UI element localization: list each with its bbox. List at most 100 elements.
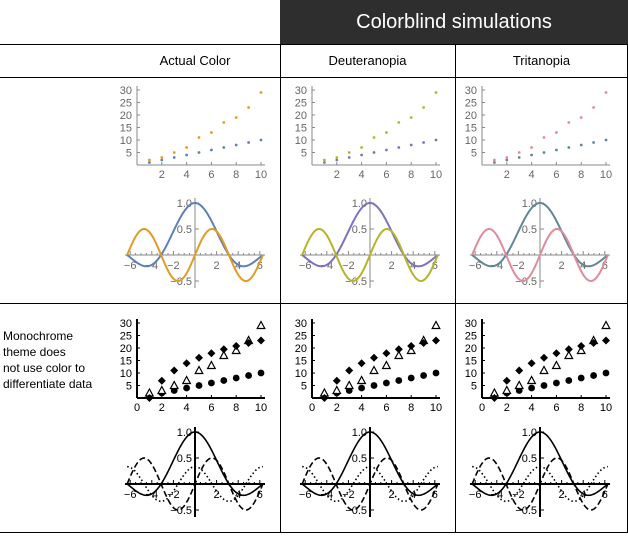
x-tick-label: 6 — [257, 260, 263, 272]
data-point — [222, 146, 226, 149]
y-tick-label: 10 — [295, 135, 307, 147]
data-point-triangle — [501, 385, 512, 395]
x-tick-label: −2 — [512, 260, 525, 272]
data-point — [210, 131, 213, 134]
data-point — [493, 158, 496, 162]
data-point-circle — [528, 384, 535, 392]
data-point-triangle — [331, 385, 342, 395]
y-tick-label: 10 — [465, 368, 477, 380]
data-point-triangle — [181, 375, 192, 385]
data-point — [592, 106, 595, 109]
data-point — [335, 158, 339, 162]
x-tick-label: 4 — [235, 260, 241, 272]
data-point-diamond — [195, 353, 203, 362]
y-tick-label: 15 — [465, 356, 477, 368]
column-header-actual-color: Actual Color — [159, 53, 231, 68]
data-point — [234, 143, 238, 147]
y-tick-label: 15 — [295, 123, 307, 135]
x-tick-label: 4 — [359, 402, 365, 414]
y-tick-label: 25 — [295, 331, 307, 343]
data-point — [372, 136, 376, 139]
data-point — [347, 156, 351, 159]
data-point — [185, 153, 188, 157]
data-point — [555, 148, 558, 152]
x-tick-label: 6 — [208, 169, 214, 181]
data-point — [360, 153, 363, 157]
data-point-circle — [208, 379, 215, 387]
data-point-circle — [420, 372, 427, 379]
y-tick-label: 10 — [465, 135, 477, 147]
y-tick-label: 0.5 — [352, 453, 367, 465]
x-tick-label: −6 — [469, 489, 482, 501]
x-tick-label: 6 — [432, 489, 438, 501]
y-tick-label: 5 — [301, 381, 307, 393]
data-point-diamond — [157, 376, 166, 385]
y-tick-label: 10 — [120, 135, 132, 147]
data-point-diamond — [490, 394, 499, 402]
x-tick-label: −2 — [167, 260, 180, 272]
data-point-diamond — [502, 376, 511, 385]
data-point — [185, 146, 188, 149]
x-tick-label: 8 — [408, 402, 414, 414]
data-point — [385, 131, 388, 134]
x-tick-label: 6 — [553, 402, 559, 414]
x-tick-label: 0 — [479, 402, 485, 414]
x-tick-label: 2 — [389, 489, 395, 501]
y-tick-label: 1.0 — [177, 427, 192, 439]
y-tick-label: −0.5 — [345, 505, 367, 517]
data-point — [555, 131, 558, 134]
x-tick-label: 6 — [208, 402, 214, 414]
y-tick-label: 30 — [295, 318, 307, 330]
data-point — [197, 151, 201, 154]
data-point — [172, 156, 176, 159]
data-point-diamond — [602, 336, 610, 345]
data-point — [409, 116, 413, 119]
y-tick-label: 30 — [295, 85, 307, 97]
x-tick-label: 2 — [504, 402, 510, 414]
x-tick-label: 6 — [602, 489, 608, 501]
row-label-line: not use color to — [3, 361, 86, 375]
x-tick-label: 2 — [214, 260, 220, 272]
data-point — [234, 116, 238, 119]
data-point-triangle — [526, 375, 537, 385]
x-tick-label: 4 — [184, 169, 190, 181]
function-plot: −6 −4 −2 2 4 6−0.50.51.0 — [124, 427, 265, 517]
data-point — [360, 146, 363, 149]
data-point — [148, 158, 151, 162]
x-tick-label: −6 — [299, 260, 312, 272]
curve-sinc — [126, 431, 264, 497]
data-point-diamond — [589, 339, 598, 347]
x-tick-label: 4 — [184, 402, 190, 414]
data-point — [604, 91, 608, 94]
data-point — [335, 156, 339, 159]
grid-line — [280, 0, 281, 533]
curve-thirdcos — [302, 465, 438, 503]
data-point-circle — [220, 377, 228, 384]
data-point-circle — [432, 369, 440, 377]
x-tick-label: 6 — [553, 169, 559, 181]
grid-line — [0, 303, 628, 304]
y-tick-label: 20 — [465, 343, 477, 355]
x-tick-label: 4 — [410, 260, 416, 272]
data-point-circle — [245, 372, 253, 379]
data-point-diamond — [232, 342, 241, 350]
function-plot: −6 −4 −2 2 4 6−0.50.51.0 — [469, 198, 610, 288]
data-point-triangle — [393, 350, 404, 360]
curve-sinc — [126, 201, 264, 268]
data-point — [259, 91, 263, 94]
x-tick-label: 2 — [214, 489, 220, 501]
data-point — [197, 136, 201, 139]
data-point-triangle — [381, 360, 392, 370]
curve-thirdcos — [127, 465, 263, 503]
curve-sinc — [301, 431, 439, 497]
data-point-circle — [358, 384, 365, 392]
function-plot: −6 −4 −2 2 4 6−0.50.51.0 — [299, 198, 440, 288]
y-tick-label: 20 — [120, 343, 132, 355]
data-point-diamond — [577, 342, 586, 350]
data-point-circle — [602, 369, 610, 377]
y-tick-label: 15 — [120, 123, 132, 135]
data-point-triangle — [218, 350, 229, 360]
data-point — [517, 151, 521, 154]
data-point-diamond — [382, 349, 391, 358]
